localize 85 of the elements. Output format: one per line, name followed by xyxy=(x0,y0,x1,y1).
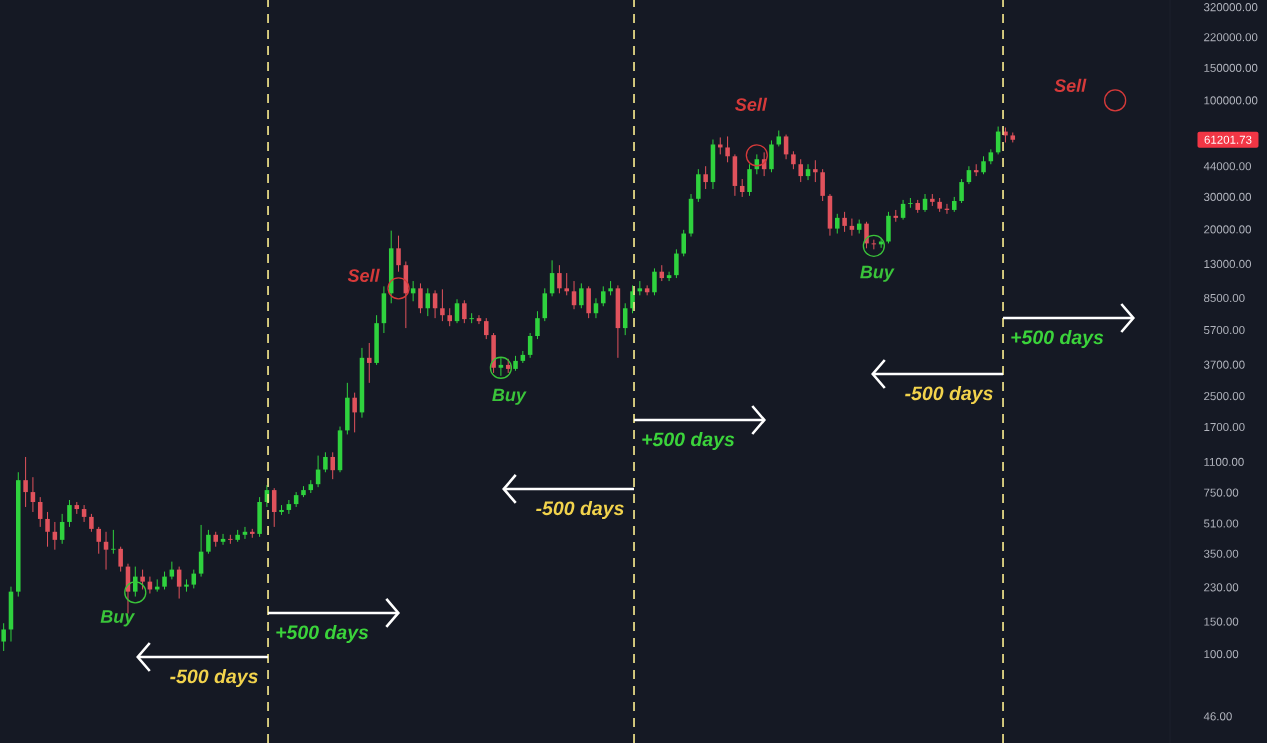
candlestick xyxy=(864,221,869,249)
candlestick xyxy=(1,622,6,652)
y-tick-label: 30000.00 xyxy=(1203,192,1252,201)
candlestick xyxy=(652,267,657,296)
annotation: +500 days xyxy=(276,624,369,644)
y-tick-label: 3700.00 xyxy=(1203,360,1245,369)
y-tick-label: 510.00 xyxy=(1203,519,1239,528)
candlestick xyxy=(418,282,423,314)
candlestick xyxy=(118,546,123,573)
candlestick xyxy=(133,566,138,598)
candlestick xyxy=(813,159,818,183)
candlestick xyxy=(476,314,482,325)
candlestick xyxy=(352,392,357,433)
point xyxy=(489,356,513,379)
text: 61201.73 xyxy=(1204,135,1252,144)
y-tick-label: 220000.00 xyxy=(1204,33,1258,42)
annotation: -500 days xyxy=(536,500,624,520)
data-label: Sell xyxy=(347,268,380,282)
candlestick xyxy=(798,158,803,183)
candlestick xyxy=(367,342,372,384)
candlestick xyxy=(564,272,569,296)
candlestick xyxy=(601,285,606,307)
data-label: Buy xyxy=(492,388,527,405)
y-tick-label: 320000.00 xyxy=(1203,3,1258,12)
candlestick xyxy=(469,312,474,324)
y-tick-label: 750.00 xyxy=(1204,488,1239,497)
candlestick xyxy=(67,499,72,528)
candlestick xyxy=(535,310,540,340)
annotation: -500 days xyxy=(170,668,258,688)
candlestick xyxy=(908,197,913,209)
candlestick xyxy=(820,168,825,202)
point xyxy=(1104,89,1127,112)
candlestick xyxy=(220,533,226,546)
y-tick-label: 150000.00 xyxy=(1204,63,1258,72)
candlestick xyxy=(805,163,811,181)
y-tick-label: 2500.00 xyxy=(1204,392,1245,401)
data-label: Buy xyxy=(860,265,895,282)
candlestick xyxy=(440,288,445,322)
y-tick-label: 5700.00 xyxy=(1203,325,1245,335)
data-label: Buy xyxy=(100,610,136,627)
data-label: Sell xyxy=(1054,78,1087,92)
candlestick xyxy=(45,511,50,548)
candlestick xyxy=(674,248,679,279)
y-tick-label: 13000.00 xyxy=(1204,259,1252,269)
candlestick xyxy=(666,271,672,282)
point xyxy=(124,581,147,604)
candlestick xyxy=(484,317,489,340)
y-tick-label: 100000.00 xyxy=(1204,96,1258,105)
candlestick xyxy=(842,211,847,233)
candlestick xyxy=(725,135,730,163)
candlestick xyxy=(140,569,145,590)
candlestick xyxy=(330,451,335,480)
y-tick-label: 150.00 xyxy=(1204,617,1239,626)
y-tick-label: 1700.00 xyxy=(1204,422,1245,432)
candlestick xyxy=(111,529,116,555)
y-tick-label: 20000.00 xyxy=(1204,225,1252,234)
annotation: -500 days xyxy=(905,385,993,405)
candlestick xyxy=(184,578,189,593)
candlestick xyxy=(96,526,101,555)
candlestick xyxy=(462,299,467,324)
candlestick xyxy=(396,235,401,273)
annotation: +500 days xyxy=(642,431,735,451)
candlestick xyxy=(557,264,562,294)
candlestick xyxy=(206,529,211,555)
y-tick-label: 46.00 xyxy=(1203,712,1232,721)
y-tick-label: 100.00 xyxy=(1204,650,1239,659)
point xyxy=(745,144,768,167)
candlestick xyxy=(835,213,840,235)
y-tick-label: 230.00 xyxy=(1204,583,1239,592)
candlestick xyxy=(681,229,686,257)
data-label: Sell xyxy=(735,97,768,111)
y-tick-label: 44000.00 xyxy=(1203,162,1252,171)
point xyxy=(387,277,410,300)
y-tick-label: 1100.00 xyxy=(1204,457,1244,466)
candlestick xyxy=(23,456,28,508)
point xyxy=(862,234,885,257)
candlestick xyxy=(959,178,964,204)
candlestick xyxy=(498,357,504,377)
y-tick-label: 350.00 xyxy=(1203,549,1239,558)
candlestick xyxy=(703,165,708,190)
annotation: +500 days xyxy=(1011,329,1104,349)
candlestick xyxy=(323,451,328,473)
y-tick-label: 8500.00 xyxy=(1204,293,1245,303)
candlestick xyxy=(579,282,584,309)
candlestick xyxy=(747,163,752,197)
